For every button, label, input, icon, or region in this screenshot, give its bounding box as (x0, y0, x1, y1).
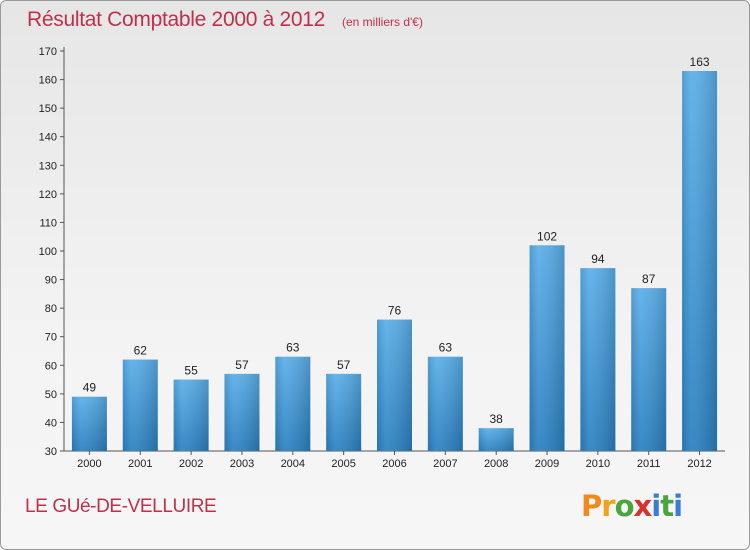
logo-letter: x (633, 489, 653, 523)
x-tick-label: 2003 (230, 458, 254, 470)
bar-shading (478, 428, 514, 451)
x-tick-label: 2011 (637, 458, 661, 470)
chart-title: Résultat Comptable 2000 à 2012 (27, 8, 326, 31)
x-tick-label: 2008 (484, 458, 508, 470)
y-tick-label: 70 (45, 332, 57, 344)
data-label: 63 (286, 341, 300, 355)
logo-letter: i (651, 489, 661, 523)
y-tick-label: 140 (39, 132, 57, 144)
y-tick-label: 100 (39, 246, 57, 258)
logo-letter: o (614, 489, 635, 523)
bar-shading (631, 288, 667, 451)
bar-shading (427, 356, 463, 451)
bar-shading (275, 356, 311, 451)
bar-shading (224, 373, 260, 451)
logo-letter: P (581, 489, 602, 523)
commune-name: LE GUé-DE-VELLUIRE (25, 496, 217, 517)
logo-letter: r (601, 489, 615, 523)
bar-shading (377, 319, 412, 451)
x-tick-label: 2002 (179, 458, 203, 470)
y-tick-label: 170 (39, 46, 57, 58)
data-label: 76 (388, 304, 402, 318)
data-label: 94 (591, 252, 605, 266)
x-tick-label: 2001 (128, 458, 152, 470)
data-label: 57 (337, 358, 351, 372)
x-tick-label: 2012 (687, 458, 711, 470)
bar-shading (71, 396, 107, 451)
x-tick-label: 2010 (586, 458, 610, 470)
proxiti-logo: Proxiti (581, 489, 683, 523)
x-tick-label: 2006 (382, 458, 406, 470)
data-label: 63 (439, 341, 453, 355)
bar-shading (173, 379, 209, 451)
y-tick-label: 60 (45, 360, 57, 372)
data-label: 55 (184, 364, 198, 378)
data-label: 57 (235, 358, 249, 372)
data-label: 163 (690, 55, 710, 69)
x-tick-label: 2005 (331, 458, 355, 470)
bar-shading (580, 268, 616, 451)
logo-letter: i (673, 489, 683, 523)
x-tick-label: 2007 (433, 458, 457, 470)
data-label: 49 (83, 381, 97, 395)
bar-shading (326, 373, 362, 451)
y-tick-label: 130 (39, 160, 57, 172)
chart-unit: (en milliers d'€) (342, 15, 423, 29)
y-tick-label: 30 (45, 446, 57, 458)
bar-shading (122, 359, 158, 451)
x-tick-label: 2004 (281, 458, 305, 470)
y-tick-label: 90 (45, 275, 57, 287)
y-tick-label: 150 (39, 103, 57, 115)
y-tick-label: 50 (45, 389, 57, 401)
x-tick-label: 2000 (77, 458, 101, 470)
data-label: 102 (537, 229, 557, 243)
bar-shading (682, 71, 718, 451)
data-label: 87 (642, 272, 656, 286)
data-label: 62 (134, 344, 148, 358)
y-tick-label: 80 (45, 303, 57, 315)
y-tick-label: 40 (45, 417, 57, 429)
bar-shading (529, 245, 565, 451)
y-tick-label: 160 (39, 75, 57, 87)
data-label: 38 (490, 412, 504, 426)
y-tick-label: 110 (39, 217, 57, 229)
y-tick-label: 120 (39, 189, 57, 201)
logo-letter: t (660, 489, 674, 523)
x-tick-label: 2009 (535, 458, 559, 470)
